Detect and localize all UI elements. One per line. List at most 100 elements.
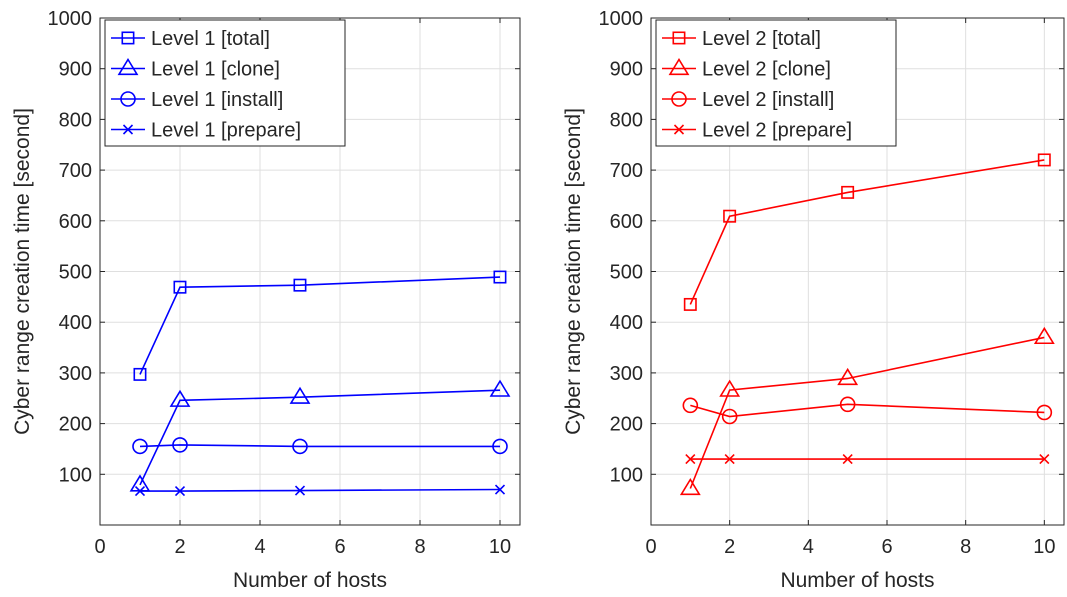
series-line: [140, 488, 501, 492]
legend-box: [655, 19, 897, 147]
y-tick-label: 100: [59, 464, 92, 486]
y-tick-label: 100: [610, 464, 643, 486]
legend-label: Level 1 [clone]: [151, 59, 280, 81]
data-point: [842, 454, 853, 465]
legend-marker: [671, 91, 687, 107]
data-point: [289, 386, 311, 404]
legend-marker: [672, 31, 686, 45]
data-point: [293, 278, 307, 292]
data-point: [173, 280, 187, 294]
y-tick-label: 800: [59, 109, 92, 131]
data-point: [837, 367, 859, 386]
legend-marker: [120, 91, 136, 107]
x-tick-label: 8: [414, 536, 425, 558]
x-tick-label: 8: [960, 536, 971, 558]
y-tick-label: 800: [610, 109, 643, 131]
data-point: [1039, 454, 1050, 465]
data-point: [1033, 326, 1055, 345]
data-point: [723, 209, 737, 223]
y-tick-label: 600: [59, 211, 92, 233]
y-tick-label: 200: [59, 414, 92, 436]
series-line: [139, 389, 501, 486]
data-point: [841, 185, 855, 199]
x-tick-label: 4: [803, 536, 814, 558]
ticks: 0 2 4 6 8 10 100 200 300 400 500 600 700 800 900 1000: [599, 8, 1064, 558]
data-point: [172, 437, 188, 453]
data-point: [679, 477, 701, 496]
data-point: [683, 297, 697, 311]
x-axis-label: Number of hosts: [780, 569, 934, 592]
data-point: [174, 485, 186, 497]
y-tick-label: 500: [59, 262, 92, 284]
x-tick-label: 6: [881, 536, 892, 558]
data-point: [133, 367, 147, 381]
data-point: [492, 438, 508, 455]
legend-box: [104, 19, 346, 147]
series-line: [689, 159, 1045, 305]
legend-marker: [121, 31, 135, 45]
data-point: [685, 454, 696, 465]
data-point: [719, 379, 741, 397]
y-tick-label: 400: [59, 312, 92, 334]
legend-marker: [673, 124, 685, 135]
data-point: [493, 270, 507, 284]
legend-label: Level 1 [install]: [151, 89, 283, 111]
data-point: [489, 379, 511, 397]
series-square: [683, 153, 1051, 311]
data-point: [839, 396, 856, 413]
series-x: [134, 484, 506, 497]
y-tick-label: 400: [610, 312, 643, 334]
data-point: [292, 438, 308, 455]
data-point: [169, 389, 191, 407]
x-tick-label: 10: [1033, 536, 1055, 558]
legend-label: Level 2 [total]: [702, 28, 821, 50]
chart-panel-2: 0 2 4 6 8 10 100 200 300 400 500 600 700 800 900 1000 Nu…: [562, 8, 1065, 592]
legend-label: Level 2 [clone]: [702, 59, 831, 81]
x-tick-label: 10: [489, 536, 511, 558]
legend-label: Level 2 [install]: [702, 89, 834, 111]
data-point: [1036, 404, 1053, 421]
series-x: [685, 454, 1050, 465]
x-tick-label: 2: [174, 536, 185, 558]
series-line: [139, 276, 501, 375]
data-point: [132, 438, 148, 455]
legend: Level 1 [total] Level 1 [clone] Level 1 [i…: [104, 19, 346, 147]
y-tick-label: 700: [59, 160, 92, 182]
series-line: [689, 336, 1045, 489]
y-tick-label: 300: [59, 363, 92, 385]
series-square: [133, 270, 507, 381]
ticks: 0 2 4 6 8 10 100 200 300 400 500 600 700 800 900 1000: [48, 8, 520, 558]
x-tick-label: 0: [94, 536, 105, 558]
data-point: [721, 408, 738, 425]
legend-label: Level 1 [total]: [151, 28, 270, 50]
legend-marker: [117, 57, 139, 76]
series-line: [690, 403, 1045, 418]
y-tick-label: 300: [610, 363, 643, 385]
legend-marker: [668, 57, 690, 76]
y-tick-label: 700: [610, 160, 643, 182]
legend-marker: [122, 124, 134, 135]
data-point: [724, 454, 735, 465]
y-tick-label: 1000: [599, 8, 644, 30]
series-triangle: [679, 326, 1055, 496]
data-point: [682, 397, 699, 414]
x-axis-label: Number of hosts: [233, 569, 387, 592]
x-tick-label: 4: [254, 536, 265, 558]
y-axis-label: Cyber range creation time [second]: [562, 108, 585, 435]
y-tick-label: 1000: [48, 8, 93, 30]
x-tick-label: 6: [334, 536, 345, 558]
series-triangle: [129, 379, 511, 492]
legend: Level 2 [total] Level 2 [clone] Level 2 [i…: [655, 19, 897, 147]
series-circle: [132, 437, 508, 455]
y-tick-label: 200: [610, 414, 643, 436]
y-tick-label: 900: [59, 59, 92, 81]
legend-label: Level 1 [prepare]: [151, 120, 301, 142]
series-line: [139, 444, 500, 448]
data-point: [494, 484, 506, 495]
series-circle: [682, 396, 1053, 425]
chart-panel-1: 0 2 4 6 8 10 100 200 300 400 500 600 700 800 900 1000 Nu…: [11, 8, 521, 592]
data-point: [1037, 153, 1051, 167]
x-tick-label: 2: [724, 536, 735, 558]
y-axis-label: Cyber range creation time [second]: [11, 108, 34, 435]
